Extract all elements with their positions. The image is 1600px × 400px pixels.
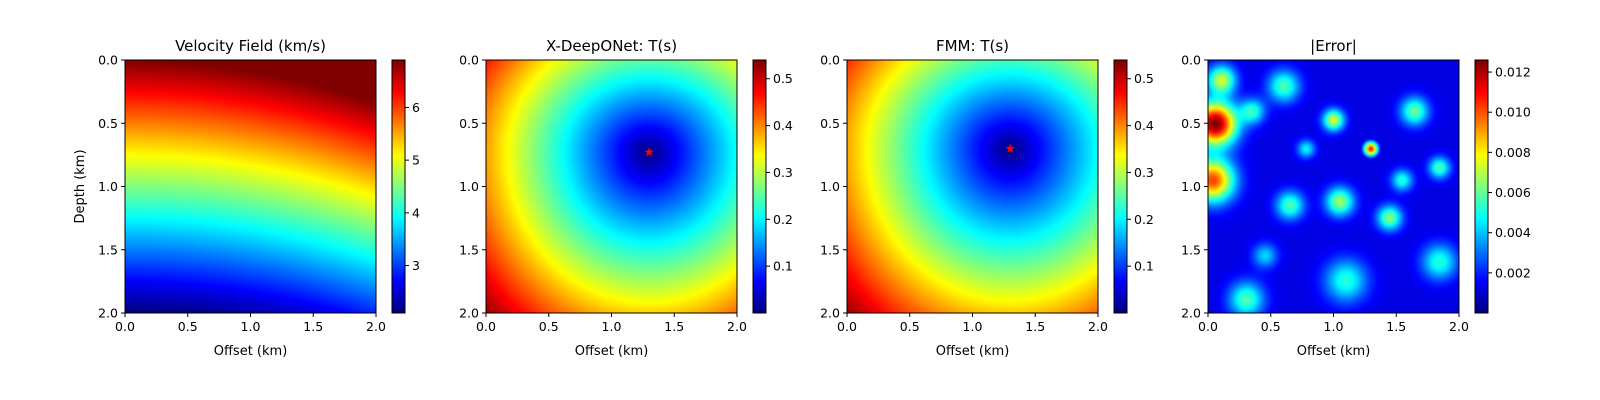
colorbar-frame bbox=[391, 59, 406, 314]
y-axis-label: Depth (km) bbox=[73, 149, 88, 223]
colorbar bbox=[753, 60, 766, 313]
source-marker bbox=[644, 147, 654, 157]
colorbar-tick-label: 5 bbox=[412, 153, 420, 168]
colorbar-tick-label: 0.5 bbox=[1134, 71, 1154, 86]
x-tick-label: 0.0 bbox=[1198, 319, 1218, 334]
colorbar-tick-label: 0.2 bbox=[773, 212, 793, 227]
source-marker bbox=[1005, 143, 1015, 153]
x-tick-label: 2.0 bbox=[727, 319, 747, 334]
y-tick-label: 1.5 bbox=[98, 242, 118, 257]
y-tick-label: 0.0 bbox=[98, 53, 118, 68]
y-tick-label: 1.5 bbox=[459, 242, 479, 257]
x-tick-label: 1.5 bbox=[303, 319, 323, 334]
heatmap-image bbox=[486, 60, 737, 313]
x-axis-label: Offset (km) bbox=[936, 344, 1010, 359]
colorbar-tick-label: 0.012 bbox=[1495, 65, 1531, 80]
colorbar-tick-label: 0.008 bbox=[1495, 145, 1531, 160]
x-tick-label: 0.5 bbox=[900, 319, 920, 334]
panel-1: Velocity Field (km/s)0.0 0.5 1.0 1.5 2.00.00… bbox=[73, 37, 420, 359]
colorbar-frame bbox=[752, 59, 767, 314]
panel-3: FMM: T(s)0.0 0.5 1.0 1.5 2.00.00.51.01.52.0O… bbox=[820, 37, 1154, 359]
panels: Velocity Field (km/s)0.0 0.5 1.0 1.5 2.00.00… bbox=[73, 37, 1531, 359]
colorbar-tick-label: 0.006 bbox=[1495, 185, 1531, 200]
panel-title: |Error| bbox=[1310, 37, 1357, 55]
x-tick-label: 1.0 bbox=[1324, 319, 1344, 334]
x-tick-label: 2.0 bbox=[366, 319, 386, 334]
x-axis-label: Offset (km) bbox=[1297, 344, 1371, 359]
x-axis-label: Offset (km) bbox=[575, 344, 649, 359]
y-tick-label: 1.0 bbox=[1181, 179, 1201, 194]
colorbar-tick-label: 0.3 bbox=[773, 165, 793, 180]
colorbar-frame bbox=[1113, 59, 1128, 314]
x-tick-label: 0.5 bbox=[1261, 319, 1281, 334]
x-tick-label: 2.0 bbox=[1449, 319, 1469, 334]
colorbar bbox=[1475, 60, 1488, 313]
colorbar-tick-label: 0.2 bbox=[1134, 212, 1154, 227]
y-tick-label: 2.0 bbox=[820, 306, 840, 321]
y-tick-label: 0.0 bbox=[820, 53, 840, 68]
panel-title: Velocity Field (km/s) bbox=[175, 37, 326, 55]
x-tick-label: 1.5 bbox=[664, 319, 684, 334]
colorbar-tick-label: 3 bbox=[412, 258, 420, 273]
y-tick-label: 2.0 bbox=[459, 306, 479, 321]
colorbar-tick-label: 0.5 bbox=[773, 71, 793, 86]
colorbar-tick-label: 0.002 bbox=[1495, 265, 1531, 280]
y-tick-label: 0.5 bbox=[820, 116, 840, 131]
colorbar bbox=[1114, 60, 1127, 313]
colorbar-tick-label: 0.3 bbox=[1134, 165, 1154, 180]
colorbar-tick-label: 0.4 bbox=[773, 118, 793, 133]
x-tick-label: 1.5 bbox=[1025, 319, 1045, 334]
y-tick-label: 1.0 bbox=[98, 179, 118, 194]
x-tick-label: 0.0 bbox=[476, 319, 496, 334]
y-tick-label: 2.0 bbox=[98, 306, 118, 321]
x-tick-label: 1.0 bbox=[963, 319, 983, 334]
y-tick-label: 0.5 bbox=[98, 116, 118, 131]
heatmap-image bbox=[847, 60, 1098, 313]
y-tick-label: 0.0 bbox=[459, 53, 479, 68]
y-tick-label: 0.5 bbox=[459, 116, 479, 131]
x-tick-label: 0.0 bbox=[115, 319, 135, 334]
colorbar bbox=[392, 60, 405, 313]
panel-title: FMM: T(s) bbox=[936, 37, 1009, 55]
x-tick-label: 1.5 bbox=[1386, 319, 1406, 334]
panel-2: X-DeepONet: T(s)0.0 0.5 1.0 1.5 2.00.00.51.0… bbox=[459, 37, 793, 359]
panel-title: X-DeepONet: T(s) bbox=[546, 37, 677, 55]
x-tick-label: 1.0 bbox=[602, 319, 622, 334]
colorbar-tick-label: 0.1 bbox=[1134, 259, 1154, 274]
heatmap-image bbox=[125, 60, 376, 313]
y-tick-label: 1.5 bbox=[820, 242, 840, 257]
colorbar-tick-label: 0.010 bbox=[1495, 105, 1531, 120]
colorbar-tick-label: 0.004 bbox=[1495, 225, 1531, 240]
panel-4: |Error|0.0 0.5 1.0 1.5 2.00.00.51.01.52.0Off… bbox=[1181, 37, 1531, 359]
y-tick-label: 0.5 bbox=[1181, 116, 1201, 131]
x-tick-label: 2.0 bbox=[1088, 319, 1108, 334]
x-tick-label: 0.5 bbox=[539, 319, 559, 334]
colorbar-tick-label: 0.1 bbox=[773, 259, 793, 274]
colorbar-frame bbox=[1474, 59, 1489, 314]
x-tick-label: 0.0 bbox=[837, 319, 857, 334]
y-tick-label: 1.0 bbox=[459, 179, 479, 194]
x-axis-label: Offset (km) bbox=[214, 344, 288, 359]
colorbar-tick-label: 4 bbox=[412, 205, 420, 220]
colorbar-tick-label: 0.4 bbox=[1134, 118, 1154, 133]
x-tick-label: 1.0 bbox=[241, 319, 261, 334]
y-tick-label: 2.0 bbox=[1181, 306, 1201, 321]
colorbar-tick-label: 6 bbox=[412, 100, 420, 115]
x-tick-label: 0.5 bbox=[178, 319, 198, 334]
y-tick-label: 1.0 bbox=[820, 179, 840, 194]
y-tick-label: 0.0 bbox=[1181, 53, 1201, 68]
y-tick-label: 1.5 bbox=[1181, 242, 1201, 257]
heatmap-image bbox=[1208, 60, 1459, 313]
